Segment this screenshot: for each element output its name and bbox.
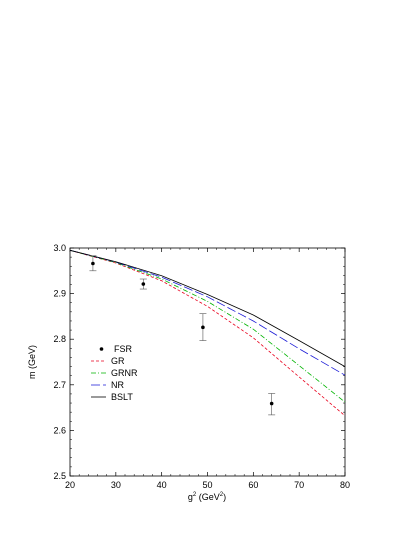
- y-tick-label: 2.7: [53, 380, 66, 390]
- legend: FSR GR GRNR NR BSLT: [91, 344, 138, 402]
- series-lines: [69, 249, 346, 417]
- y-axis-label: m (GeV): [27, 345, 37, 379]
- y-tick-labels: 2.5 2.6 2.7 2.8 2.9 3.0: [53, 243, 66, 481]
- fsr-point: [91, 261, 95, 266]
- fsr-point: [269, 401, 274, 406]
- x-tick-label: 50: [202, 480, 212, 490]
- fsr-point: [201, 325, 205, 330]
- series-line-grnr: [69, 249, 346, 403]
- y-tick-label: 2.9: [53, 289, 66, 299]
- legend-label-grnr: GRNR: [111, 368, 138, 378]
- x-tick-label: 80: [340, 480, 350, 490]
- legend-marker-fsr: [99, 347, 104, 351]
- x-tick-label: 70: [294, 480, 304, 490]
- y-tick-label: 2.8: [53, 334, 66, 344]
- axis-ticks: [69, 247, 346, 477]
- x-axis-label-close: ): [223, 492, 226, 502]
- y-tick-label: 2.5: [53, 471, 66, 481]
- series-line-nr: [69, 249, 346, 376]
- legend-label-gr: GR: [111, 356, 125, 366]
- x-tick-labels: 20 30 40 50 60 70 80: [65, 480, 350, 490]
- x-axis-label-paren-sup: 2: [220, 492, 224, 498]
- series-line-gr: [69, 249, 346, 417]
- x-tick-label: 40: [157, 480, 167, 490]
- x-tick-label: 60: [248, 480, 258, 490]
- y-tick-label: 3.0: [53, 243, 66, 253]
- legend-label-nr: NR: [111, 380, 124, 390]
- x-tick-label: 20: [65, 480, 75, 490]
- x-axis-label-base: g: [188, 492, 193, 502]
- fsr-point: [141, 282, 146, 286]
- y-tick-label: 2.6: [53, 425, 66, 435]
- fsr-points: [89, 255, 276, 416]
- x-axis-label: g2 (GeV2): [188, 492, 226, 502]
- legend-label-bslt: BSLT: [111, 392, 133, 402]
- legend-label-fsr: FSR: [114, 344, 133, 354]
- series-line-bslt: [69, 249, 346, 367]
- x-axis-label-paren: (GeV: [196, 492, 220, 502]
- x-tick-label: 30: [111, 480, 121, 490]
- x-axis-label-sup: 2: [193, 492, 197, 498]
